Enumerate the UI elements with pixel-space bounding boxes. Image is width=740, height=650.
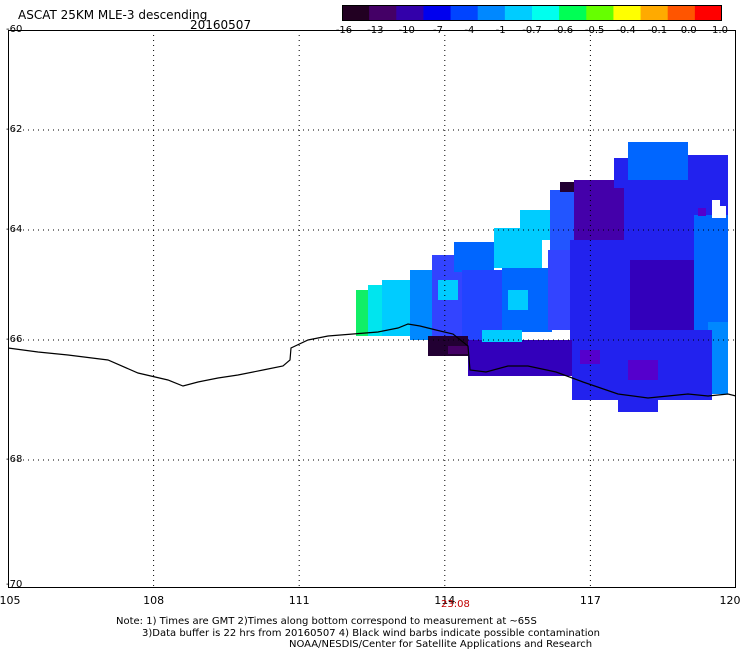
swath-time-label: 23:08	[441, 599, 470, 610]
colorbar-segment	[396, 5, 424, 21]
lon-label: 120	[719, 594, 740, 607]
note-line-2: 3)Data buffer is 22 hrs from 20160507 4)…	[142, 628, 600, 639]
colorbar-segment	[559, 5, 587, 21]
note-line-1: Note: 1) Times are GMT 2)Times along bot…	[116, 616, 537, 627]
colorbar-segment	[694, 5, 722, 21]
colorbar-segment	[477, 5, 506, 21]
lon-label: 117	[579, 594, 601, 607]
lat-label: -60	[6, 24, 23, 35]
product-date: 20160507	[190, 18, 252, 32]
colorbar-segment	[504, 5, 533, 21]
lat-label: -66	[6, 334, 23, 345]
colorbar-segment	[613, 5, 642, 21]
colorbar	[342, 5, 722, 21]
colorbar-segment	[369, 5, 397, 21]
lat-label: -70	[6, 579, 23, 590]
colorbar-segment	[423, 5, 452, 21]
lon-label: 108	[143, 594, 165, 607]
lat-label: -64	[6, 224, 23, 235]
wind-data-swath	[356, 142, 728, 412]
lon-label: 105	[0, 594, 21, 607]
product-title: ASCAT 25KM MLE-3 descending	[18, 8, 208, 22]
lon-label: 114	[434, 594, 456, 607]
map-plot	[8, 30, 736, 588]
colorbar-segment	[342, 5, 370, 21]
colorbar-segment	[640, 5, 669, 21]
colorbar-segment	[450, 5, 479, 21]
colorbar-segment	[667, 5, 696, 21]
coastline	[8, 323, 736, 399]
colorbar-segment	[532, 5, 560, 21]
lat-label: -62	[6, 124, 23, 135]
lon-label: 111	[288, 594, 310, 607]
lat-label: -68	[6, 454, 23, 465]
note-line-3: NOAA/NESDIS/Center for Satellite Applica…	[289, 639, 593, 650]
colorbar-segment	[586, 5, 614, 21]
